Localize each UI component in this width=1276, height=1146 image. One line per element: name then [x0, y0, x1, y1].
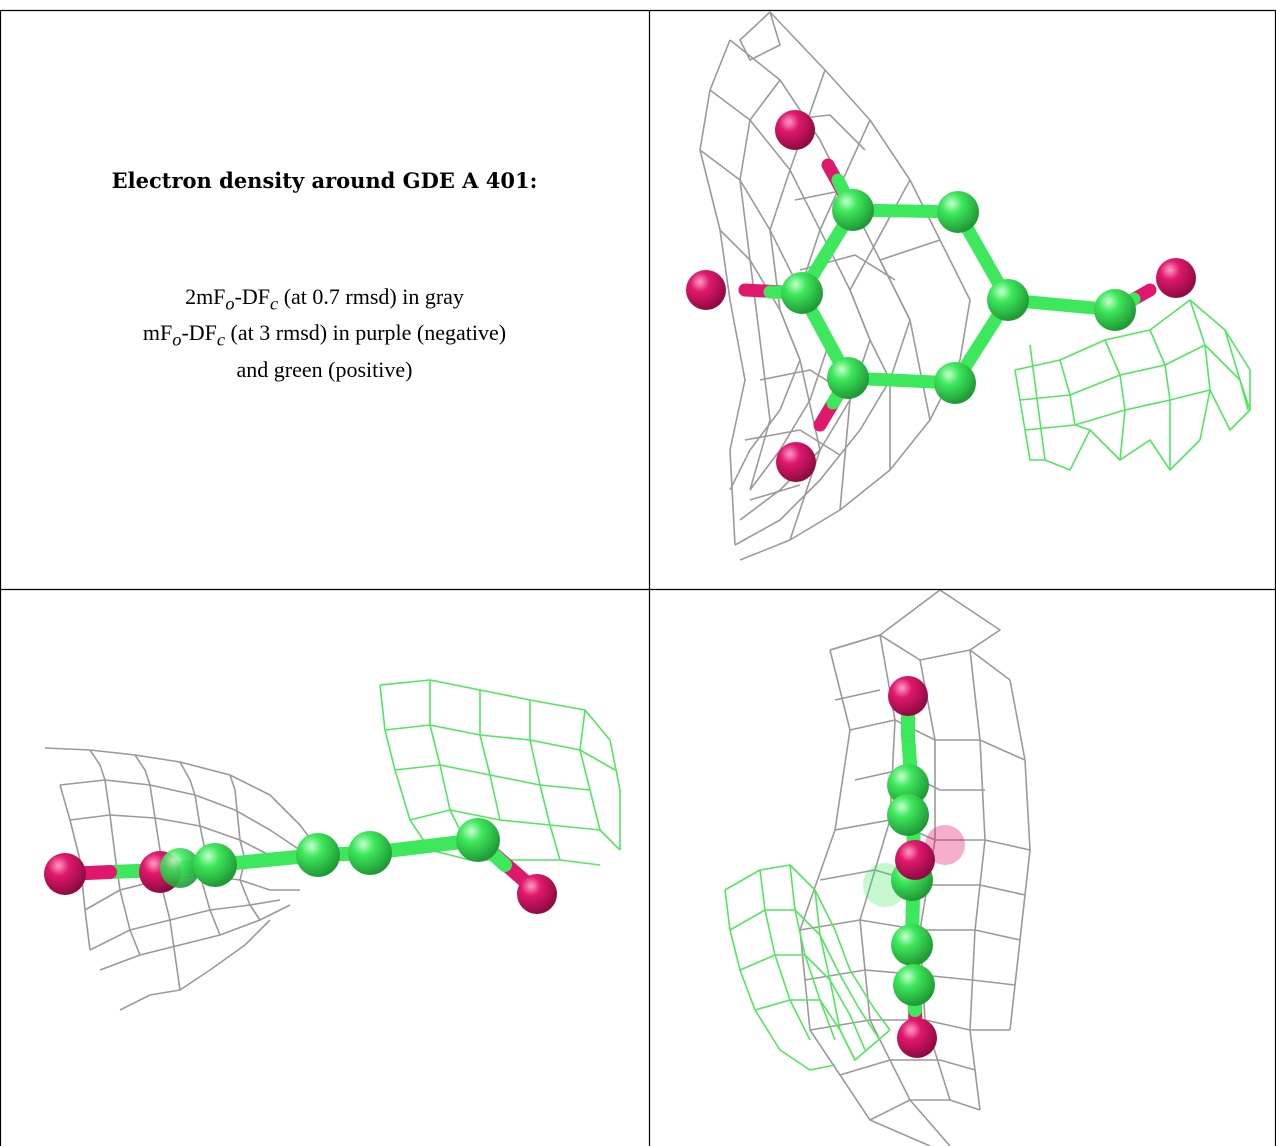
- legend-line-2fofc: 2mFo-DFc (at 0.7 rmsd) in gray: [185, 284, 464, 314]
- oxygen-atom: [897, 1018, 937, 1058]
- carbon-atom: [934, 362, 976, 404]
- carbon-atom: [1094, 289, 1136, 331]
- legend-line-fofc: mFo-DFc (at 3 rmsd) in purple (negative): [142, 320, 507, 350]
- carbon-atom: [987, 279, 1029, 321]
- mesh-positive: [724, 864, 891, 1071]
- oxygen-atom: [775, 110, 815, 150]
- carbon-atom: [891, 924, 933, 966]
- carbon-atom: [296, 833, 340, 877]
- oxygen-atom: [517, 874, 557, 914]
- carbon-atom: [827, 357, 869, 399]
- ligand-edge-on-vertical: [863, 676, 965, 1058]
- carbon-atom: [348, 831, 392, 875]
- mesh-positive: [379, 679, 621, 866]
- oxygen-atom: [1156, 258, 1196, 298]
- oxygen-atom-faded: [925, 825, 965, 865]
- legend-line-colors: and green (positive): [236, 356, 413, 382]
- carbon-atom: [832, 189, 874, 231]
- ligand-face-on: [686, 110, 1196, 482]
- caption-cell: Electron density around GDE A 401: 2mFo-…: [0, 0, 649, 588]
- ligand-edge-on: [44, 818, 557, 914]
- oxygen-atom: [686, 270, 726, 310]
- carbon-atom: [781, 272, 823, 314]
- figure-title: Electron density around GDE A 401:: [111, 168, 538, 193]
- mesh-positive: [1014, 299, 1251, 471]
- view-bottom-right: [650, 590, 1276, 1146]
- oxygen-atom: [895, 840, 935, 880]
- view-bottom-left: [0, 590, 649, 1146]
- oxygen-atom: [776, 442, 816, 482]
- carbon-atom: [937, 191, 979, 233]
- legend-text: 2mFo-DFc (at 0.7 rmsd) in gray mFo-DFc (…: [0, 282, 649, 384]
- carbon-atom: [887, 794, 929, 836]
- carbon-atom: [456, 818, 500, 862]
- oxygen-atom: [44, 853, 86, 895]
- carbon-atom: [893, 964, 935, 1006]
- carbon-atom: [193, 843, 237, 887]
- carbon-atom: [160, 848, 200, 888]
- view-top-right: [650, 0, 1276, 588]
- carbon-atom: [887, 764, 929, 806]
- oxygen-atom: [888, 676, 928, 716]
